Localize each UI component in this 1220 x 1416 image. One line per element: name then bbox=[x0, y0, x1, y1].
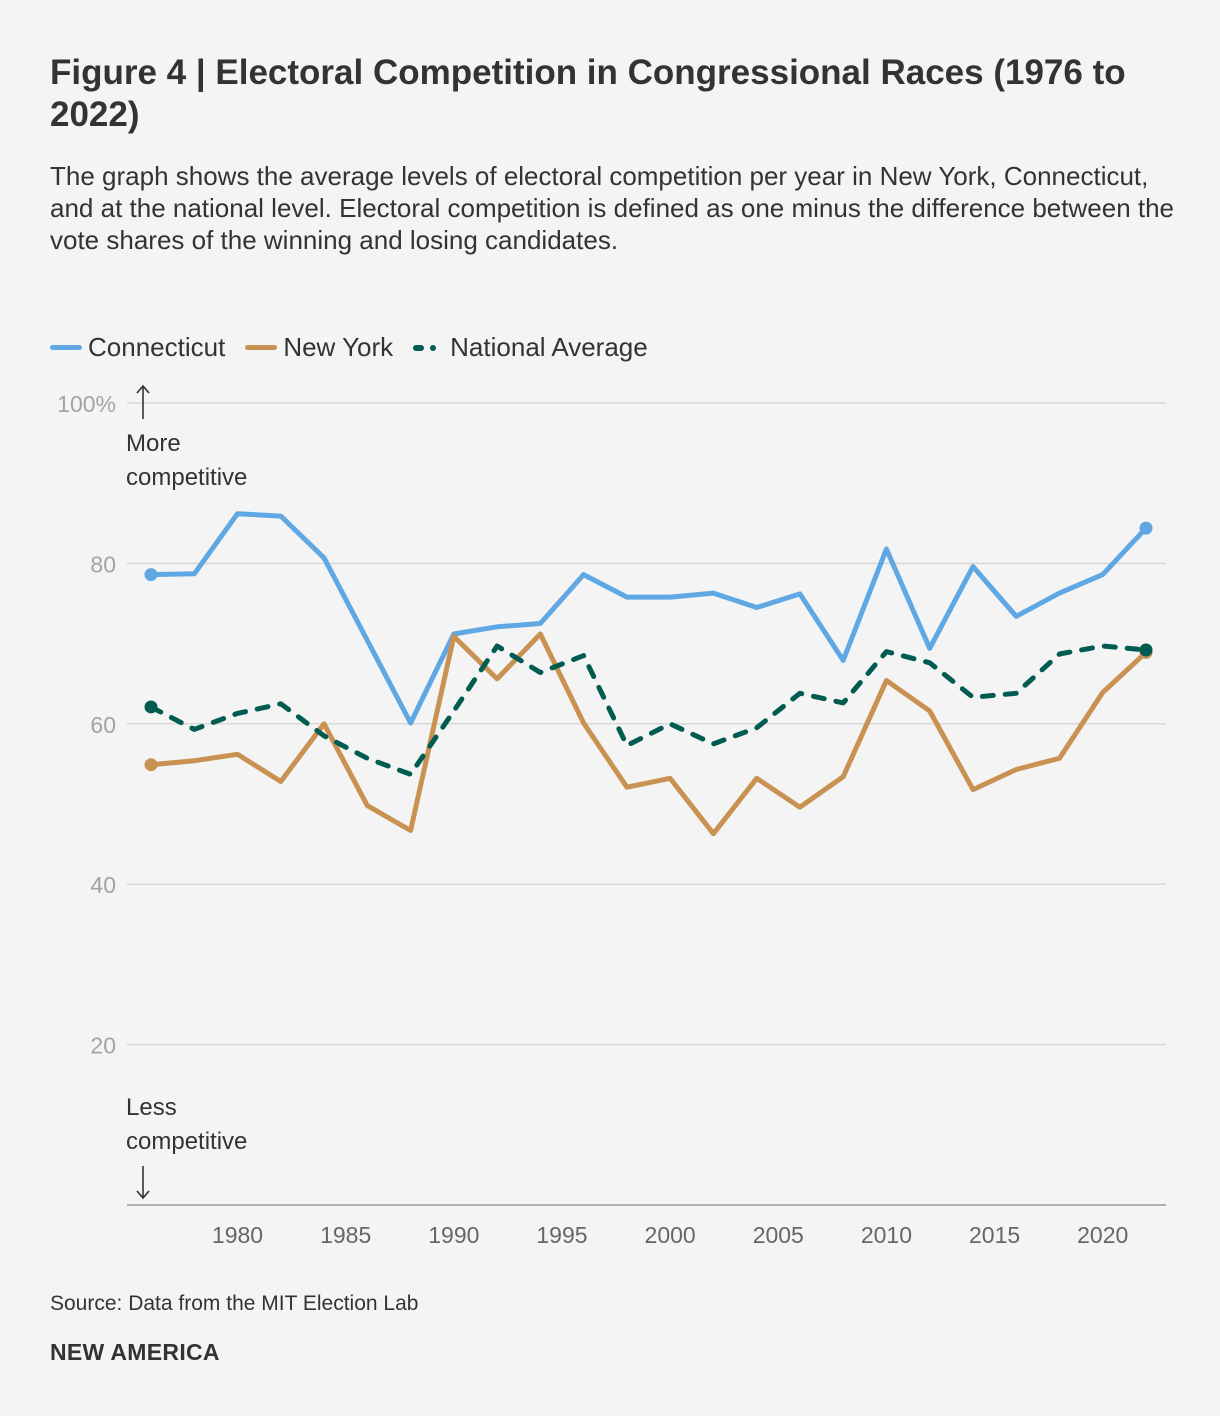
x-tick-label: 1980 bbox=[212, 1222, 263, 1248]
series-line-new-york bbox=[150, 631, 1148, 837]
endpoint-marker-national-average bbox=[144, 700, 158, 714]
arrow-up-icon bbox=[136, 384, 150, 419]
endpoint-marker-new-york bbox=[144, 758, 158, 772]
chart-subtitle: The graph shows the average levels of el… bbox=[50, 161, 1175, 255]
y-tick-label: 80 bbox=[90, 551, 116, 577]
legend-swatch-new-york bbox=[245, 345, 278, 350]
annotation-more-line2: competitive bbox=[126, 464, 247, 491]
series-line-connecticut bbox=[150, 511, 1148, 726]
endpoint-marker-national-average bbox=[1139, 643, 1153, 657]
legend-item-national-average: National Average bbox=[413, 332, 648, 363]
x-tick-label: 1985 bbox=[320, 1222, 371, 1248]
annotation-less-line1: Less bbox=[126, 1094, 177, 1121]
x-tick-label: 2005 bbox=[753, 1222, 804, 1248]
x-tick-label: 2010 bbox=[861, 1222, 912, 1248]
x-tick-label: 2000 bbox=[645, 1222, 696, 1248]
legend-label-connecticut: Connecticut bbox=[88, 332, 226, 362]
x-tick-label: 1990 bbox=[428, 1222, 479, 1248]
y-tick-label: 40 bbox=[90, 872, 116, 898]
endpoint-marker-connecticut bbox=[1139, 521, 1153, 535]
legend: Connecticut New York National Average bbox=[50, 332, 668, 363]
y-tick-label: 60 bbox=[90, 712, 116, 738]
y-tick-label: 100% bbox=[57, 391, 116, 417]
source-note: Source: Data from the MIT Election Lab bbox=[50, 1292, 419, 1315]
x-tick-label: 2020 bbox=[1077, 1222, 1128, 1248]
annotation-less-line2: competitive bbox=[126, 1128, 247, 1155]
legend-label-national-average: National Average bbox=[450, 332, 648, 362]
chart-title: Figure 4 | Electoral Competition in Cong… bbox=[50, 53, 1126, 134]
series-line-national-average bbox=[148, 643, 1149, 777]
y-tick-label: 20 bbox=[90, 1033, 116, 1059]
endpoint-marker-connecticut bbox=[144, 568, 158, 582]
arrow-down-icon bbox=[136, 1166, 150, 1200]
legend-swatch-national-average bbox=[413, 344, 442, 351]
legend-swatch-connecticut bbox=[50, 345, 82, 350]
brand-logo: NEW AMERICA bbox=[50, 1339, 220, 1365]
annotation-more-line1: More bbox=[126, 430, 181, 457]
legend-item-new-york: New York bbox=[245, 332, 393, 363]
legend-item-connecticut: Connecticut bbox=[50, 332, 225, 363]
legend-label-new-york: New York bbox=[283, 332, 394, 362]
x-tick-label: 1995 bbox=[536, 1222, 587, 1248]
x-tick-label: 2015 bbox=[969, 1222, 1020, 1248]
